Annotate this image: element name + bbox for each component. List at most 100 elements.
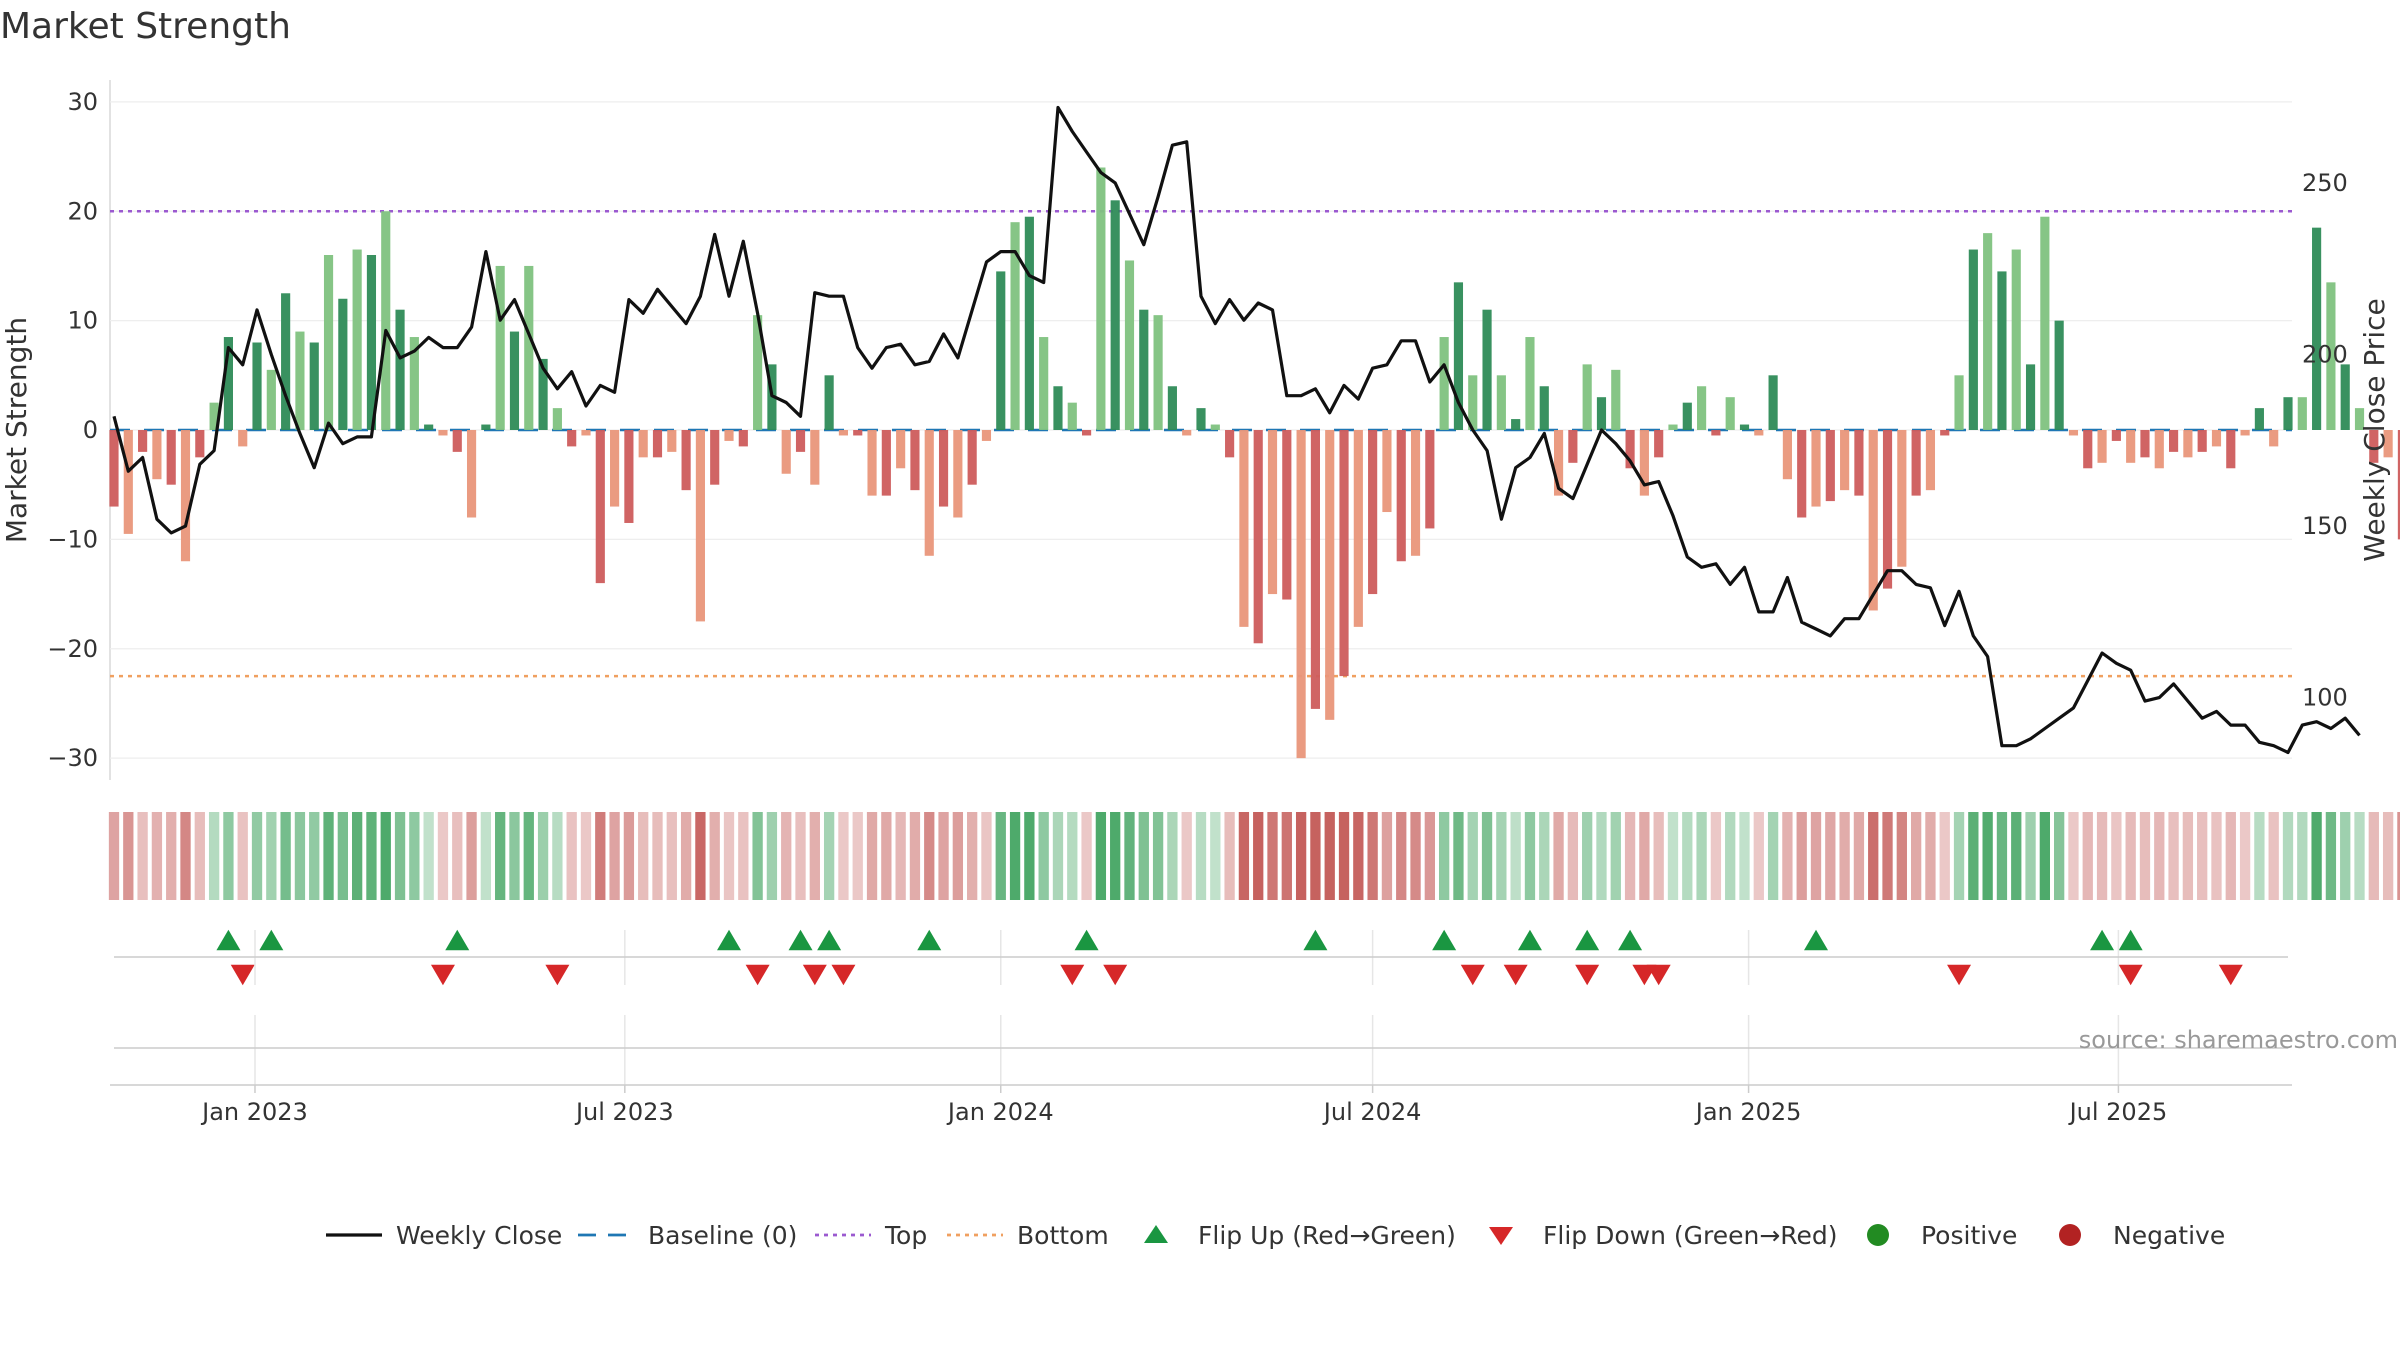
strength-bar bbox=[1596, 397, 1607, 430]
heat-cell bbox=[266, 812, 277, 900]
strength-bar bbox=[495, 265, 505, 430]
strength-bar bbox=[166, 430, 176, 485]
strength-bar bbox=[610, 430, 620, 507]
strength-bar bbox=[1468, 375, 1478, 430]
strength-bar bbox=[1654, 430, 1664, 458]
strength-bar bbox=[1925, 430, 1936, 491]
strength-bar bbox=[996, 271, 1006, 430]
flip-up-marker bbox=[817, 929, 842, 951]
heat-cell bbox=[1639, 812, 1650, 900]
strength-bar bbox=[2183, 430, 2193, 458]
strength-bar bbox=[2211, 430, 2222, 447]
strength-bar bbox=[2326, 282, 2336, 430]
right-axis-title: Weekly Close Price bbox=[2358, 298, 2391, 561]
heat-cell bbox=[595, 812, 606, 900]
heat-cell bbox=[1281, 812, 1292, 900]
strength-bar bbox=[2283, 397, 2293, 430]
strength-bar bbox=[2140, 430, 2150, 458]
x-tick-label: Jul 2024 bbox=[1322, 1098, 1422, 1126]
heat-cell bbox=[1410, 812, 1421, 900]
heat-cell bbox=[351, 812, 363, 900]
strength-bar bbox=[1568, 430, 1578, 463]
heat-cell bbox=[1467, 812, 1478, 900]
strength-bar bbox=[295, 331, 305, 430]
strength-bar bbox=[1267, 430, 1278, 595]
heat-cell bbox=[1267, 812, 1278, 900]
heat-cell bbox=[2297, 812, 2308, 900]
strength-bar bbox=[1682, 402, 1692, 430]
heat-cell bbox=[2168, 812, 2179, 900]
heat-cell bbox=[866, 812, 878, 900]
heat-cell bbox=[1667, 812, 1679, 900]
heat-cell bbox=[2197, 812, 2208, 900]
strength-bar bbox=[338, 298, 348, 430]
strength-bar bbox=[1196, 408, 1206, 430]
legend-label: Baseline (0) bbox=[648, 1221, 797, 1250]
strength-bar bbox=[1854, 430, 1864, 496]
strength-bar bbox=[1911, 430, 1921, 496]
left-axis-ticks: 30 20 10 0 −10 −20 −30 bbox=[47, 88, 98, 772]
legend-swatch bbox=[2059, 1224, 2081, 1246]
heat-cell bbox=[380, 812, 391, 900]
strength-bar bbox=[2025, 364, 2036, 430]
strength-bar bbox=[1039, 337, 1049, 430]
flip-up-marker bbox=[1575, 929, 1600, 951]
flip-down-marker bbox=[545, 964, 570, 986]
flip-down-marker bbox=[230, 964, 255, 986]
heat-cell bbox=[895, 812, 906, 900]
strength-bar bbox=[524, 265, 534, 430]
strength-bar bbox=[1739, 424, 1750, 430]
heat-cell bbox=[781, 812, 792, 900]
legend-swatch bbox=[1489, 1227, 1513, 1245]
strength-bar bbox=[1067, 402, 1077, 430]
heat-cell bbox=[1067, 812, 1078, 900]
heat-cell bbox=[709, 812, 720, 900]
flip-down-marker bbox=[2118, 964, 2143, 986]
heat-cell bbox=[2282, 812, 2294, 900]
x-axis-ticks: Jan 2023 Jul 2023 Jan 2024 Jul 2024 Jan 2025… bbox=[200, 1085, 2167, 1126]
strength-bar bbox=[1711, 430, 1721, 436]
flip-down-marker bbox=[831, 964, 856, 986]
heat-cell bbox=[1238, 812, 1250, 900]
flip-down-marker bbox=[2218, 964, 2243, 986]
strength-bar bbox=[2340, 364, 2350, 430]
heat-cell bbox=[695, 812, 706, 900]
strength-bar bbox=[2383, 430, 2393, 458]
heat-cell bbox=[1996, 812, 2008, 900]
heat-cell bbox=[1696, 812, 1707, 900]
flip-down-marker bbox=[1646, 964, 1671, 986]
strength-bar bbox=[853, 430, 863, 436]
strength-bar bbox=[1239, 430, 1249, 627]
strength-bar bbox=[552, 408, 562, 430]
strength-bar bbox=[1410, 430, 1421, 556]
strength-bar bbox=[123, 430, 133, 534]
heat-cell bbox=[394, 812, 406, 900]
heat-cell bbox=[1825, 812, 1836, 900]
heat-cell bbox=[166, 812, 177, 900]
strength-bar bbox=[1010, 222, 1020, 430]
strength-bar bbox=[2354, 408, 2365, 430]
heat-cell bbox=[2340, 812, 2351, 900]
x-tick-label: Jan 2025 bbox=[1694, 1098, 1802, 1126]
heat-cell bbox=[1510, 812, 1521, 900]
heat-cell bbox=[2111, 812, 2122, 900]
strength-bar bbox=[724, 430, 734, 441]
heat-cell bbox=[2382, 812, 2394, 900]
heat-cell bbox=[1910, 812, 1922, 900]
left-axis-title: Market Strength bbox=[0, 317, 33, 543]
heat-cell bbox=[1682, 812, 1693, 900]
heat-cell bbox=[2082, 812, 2093, 900]
legend-label: Flip Up (Red→Green) bbox=[1198, 1221, 1456, 1250]
heat-cell bbox=[1496, 812, 1507, 900]
strength-bar bbox=[2040, 216, 2050, 430]
heat-cell bbox=[752, 812, 763, 900]
strength-bar bbox=[1396, 430, 1406, 562]
strength-bar bbox=[1882, 430, 1893, 589]
strength-bar bbox=[781, 430, 791, 474]
strength-bar bbox=[1453, 282, 1464, 430]
heat-cell bbox=[1210, 812, 1221, 900]
strength-bar bbox=[1382, 430, 1392, 513]
legend-item: Flip Down (Green→Red) bbox=[1489, 1221, 1838, 1250]
heat-cell bbox=[952, 812, 964, 900]
heat-cell bbox=[1424, 812, 1435, 900]
